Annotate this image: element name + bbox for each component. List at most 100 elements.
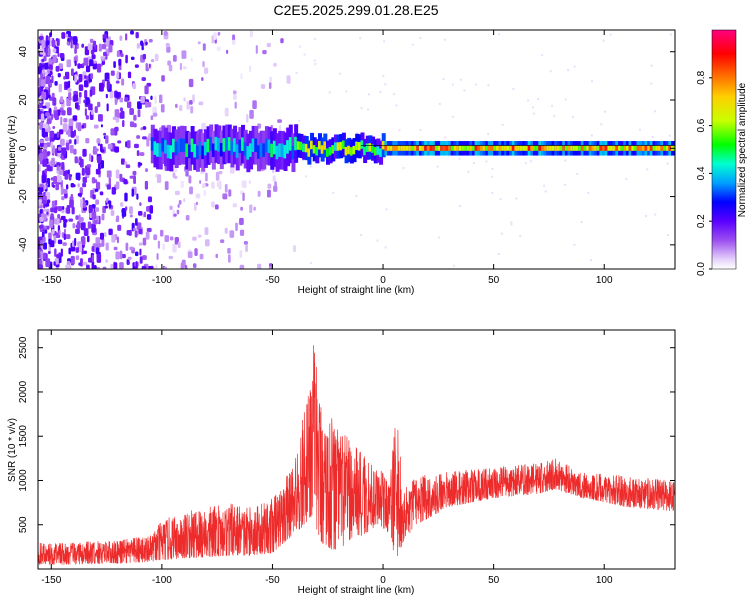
heatmap-noise-cell — [91, 54, 96, 60]
snr-x-label: Height of straight line (km) — [298, 585, 415, 596]
heatmap-band-core — [535, 145, 540, 151]
heatmap-noise-cell — [42, 159, 48, 167]
heatmap-speck — [654, 213, 657, 216]
heatmap-noise-cell — [71, 184, 76, 188]
heatmap-noise-cell — [75, 247, 79, 253]
heatmap-noise-cell — [40, 113, 45, 122]
heatmap-noise-cell — [75, 135, 79, 145]
heatmap-noise-cell — [65, 264, 70, 269]
heatmap-noise-cell — [233, 92, 237, 100]
heatmap-noise-cell — [74, 48, 77, 54]
heatmap-y-label: Frequency (Hz) — [7, 116, 18, 185]
heatmap-speck — [524, 162, 527, 165]
heatmap-band-core — [161, 137, 166, 152]
heatmap-noise-cell — [61, 206, 65, 211]
heatmap-speck — [646, 168, 649, 171]
heatmap-speck — [491, 191, 494, 194]
heatmap-noise-cell — [199, 180, 202, 184]
snr-x-ticks: -150 -100 -50 0 50 100 — [41, 330, 613, 586]
heatmap-noise-cell — [84, 81, 89, 88]
x-tick-label: -100 — [152, 575, 172, 586]
heatmap-noise-cell — [49, 219, 54, 228]
heatmap-band-core — [453, 145, 458, 151]
heatmap-noise-cell — [57, 146, 62, 151]
heatmap-noise-cell — [109, 90, 114, 99]
heatmap-band-core — [219, 143, 224, 157]
heatmap-noise-cell — [65, 33, 69, 38]
heatmap-band-core — [211, 143, 216, 158]
heatmap-noise-cell — [126, 230, 130, 236]
heatmap-noise-cell — [159, 94, 163, 104]
heatmap-band-core — [469, 145, 474, 151]
heatmap-noise-cell — [43, 144, 48, 149]
heatmap-speck — [490, 175, 493, 178]
heatmap-noise-cell — [188, 175, 192, 184]
heatmap-noise-cell — [73, 129, 76, 137]
heatmap-noise-cell — [111, 187, 116, 195]
heatmap-band-core — [355, 141, 360, 151]
heatmap-speck — [668, 134, 671, 137]
heatmap-noise-cell — [135, 261, 138, 269]
heatmap-noise-cell — [73, 36, 78, 45]
heatmap-noise-cell — [47, 64, 53, 70]
heatmap-noise-cell — [163, 31, 168, 36]
heatmap-noise-cell — [146, 214, 152, 220]
heatmap-noise-cell — [38, 41, 41, 50]
x-tick-label: 0 — [380, 575, 386, 586]
heatmap-noise-cell — [51, 75, 54, 84]
heatmap-band-core — [660, 145, 665, 151]
heatmap-speck — [345, 90, 348, 93]
heatmap-noise-cell — [94, 188, 99, 192]
heatmap-noise-cell — [98, 82, 104, 92]
y-tick-label: 1000 — [18, 469, 29, 492]
heatmap-noise-cell — [45, 112, 50, 117]
heatmap-noise-cell — [148, 39, 153, 43]
heatmap-noise-cell — [54, 80, 58, 86]
heatmap-panel: -150 -100 -50 0 50 100 -40 -20 0 20 40 Height of … — [7, 29, 676, 296]
heatmap-noise-cell — [163, 266, 168, 269]
heatmap-noise-cell — [59, 129, 64, 135]
heatmap-speck — [576, 172, 579, 175]
x-tick-label: -100 — [152, 275, 172, 286]
heatmap-noise-cell — [255, 45, 258, 54]
heatmap-band-core — [562, 145, 567, 151]
heatmap-band-core — [586, 145, 591, 151]
heatmap-noise-cell — [60, 96, 64, 103]
heatmap-noise-cell — [267, 183, 272, 189]
heatmap-noise-cell — [67, 128, 71, 138]
heatmap-noise-cell — [148, 63, 151, 68]
heatmap-noise-cell — [53, 261, 56, 266]
heatmap-noise-cell — [43, 252, 47, 260]
heatmap-noise-cell — [150, 95, 153, 100]
heatmap-band-core — [195, 145, 200, 160]
heatmap-noise-cell — [46, 211, 49, 215]
heatmap-band-core — [514, 145, 519, 151]
heatmap-noise-cell — [66, 41, 70, 46]
heatmap-noise-cell — [90, 73, 94, 80]
x-tick-label: 50 — [488, 275, 500, 286]
heatmap-band-core — [347, 145, 352, 155]
heatmap-noise-cell — [211, 201, 215, 208]
heatmap-band-core — [267, 139, 272, 153]
heatmap-band-core — [474, 145, 479, 151]
heatmap-noise-cell — [70, 68, 74, 76]
heatmap-speck — [531, 106, 534, 109]
heatmap-noise-cell — [121, 78, 125, 86]
heatmap-noise-cell — [40, 73, 44, 81]
heatmap-noise-cell — [66, 59, 72, 68]
heatmap-band-core — [458, 145, 463, 151]
heatmap-speck — [302, 159, 305, 162]
heatmap-noise-cell — [57, 152, 61, 158]
heatmap-band-core — [158, 143, 163, 157]
heatmap-band-core — [278, 143, 283, 157]
heatmap-noise-cell — [139, 248, 142, 256]
heatmap-noise-cell — [109, 39, 114, 46]
heatmap-noise-cell — [197, 234, 202, 238]
heatmap-band-core — [302, 143, 307, 152]
heatmap-noise-cell — [56, 254, 61, 259]
heatmap-noise-cell — [39, 139, 45, 144]
heatmap-noise-cell — [41, 39, 46, 49]
heatmap-band-core — [633, 145, 638, 151]
heatmap-noise-cell — [78, 262, 82, 266]
heatmap-noise-cell — [130, 108, 134, 115]
